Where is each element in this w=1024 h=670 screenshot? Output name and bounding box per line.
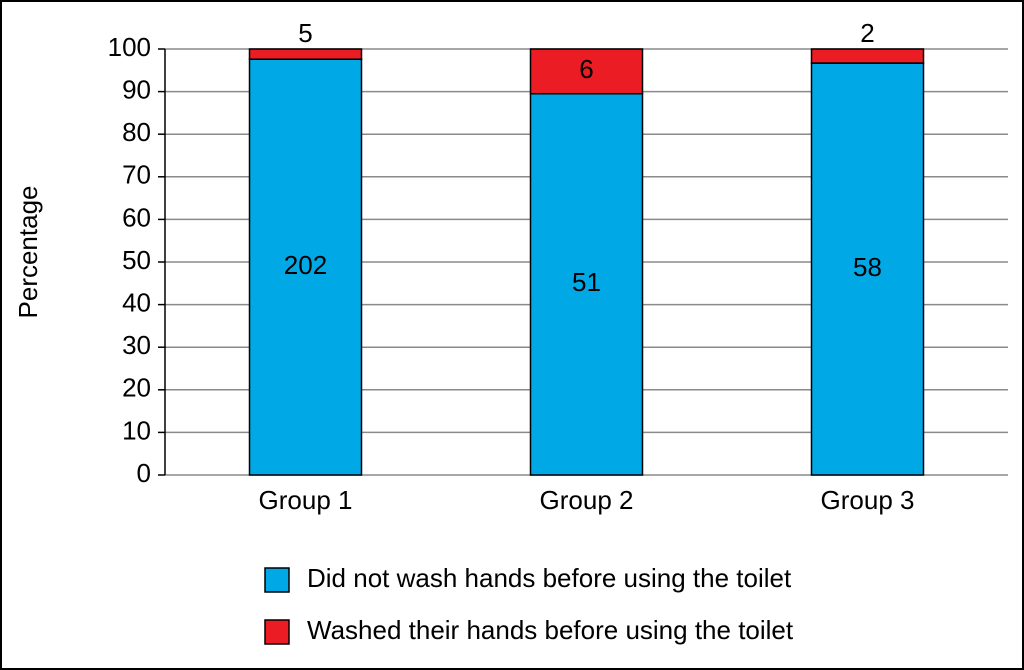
y-tick-label: 90 (122, 74, 151, 104)
legend-label: Washed their hands before using the toil… (307, 615, 794, 645)
y-tick-label: 60 (122, 202, 151, 232)
bar-segment (248, 58, 363, 476)
bar-segment (810, 62, 925, 476)
data-label: 2 (860, 18, 874, 48)
y-tick-label: 80 (122, 117, 151, 147)
data-label: 6 (579, 54, 593, 84)
data-label: 202 (284, 250, 327, 280)
y-tick-label: 20 (122, 373, 151, 403)
data-label: 5 (298, 18, 312, 48)
y-tick-label: 10 (122, 415, 151, 445)
y-tick-label: 30 (122, 330, 151, 360)
bar-segment (529, 92, 644, 476)
x-tick-label: Group 3 (821, 485, 915, 515)
legend-label: Did not wash hands before using the toil… (307, 563, 792, 593)
legend-swatch (264, 567, 290, 593)
x-tick-label: Group 1 (259, 485, 353, 515)
y-axis-title: Percentage (13, 186, 43, 319)
legend-swatch (264, 619, 290, 645)
data-label: 51 (572, 267, 601, 297)
bar-segment (248, 48, 363, 60)
y-tick-label: 100 (108, 32, 151, 62)
y-tick-label: 50 (122, 245, 151, 275)
bar-segment (529, 48, 644, 95)
y-tick-label: 70 (122, 160, 151, 190)
y-tick-label: 0 (137, 458, 151, 488)
data-label: 58 (853, 252, 882, 282)
bar-segment (810, 48, 925, 64)
y-tick-label: 40 (122, 287, 151, 317)
x-tick-label: Group 2 (540, 485, 634, 515)
